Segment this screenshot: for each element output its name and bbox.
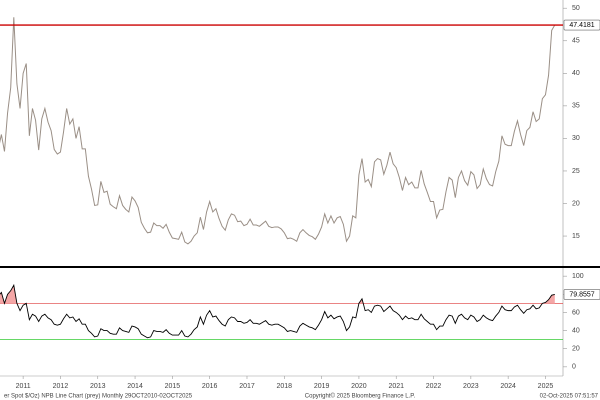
y2-tick-label: 20 [572, 346, 580, 353]
y-tick-label: 30 [572, 135, 580, 142]
last-value-box [563, 19, 600, 31]
footer-center: Copyright© 2025 Bloomberg Finance L.P. [305, 393, 416, 400]
x-tick-label: 2021 [388, 383, 404, 390]
x-tick-label: 2023 [463, 383, 479, 390]
rsi-panel [0, 283, 555, 339]
y-tick-label: 25 [572, 168, 580, 175]
x-tick-label: 2017 [239, 383, 255, 390]
series-line [0, 17, 556, 245]
last-value-label: 79.8557 [569, 291, 594, 298]
y-tick-label: 40 [572, 70, 580, 77]
x-tick-label: 2011 [16, 383, 31, 390]
series-line [0, 283, 555, 339]
y-tick-label: 35 [572, 103, 580, 110]
x-tick-label: 2020 [351, 383, 367, 390]
last-value-box [563, 289, 600, 300]
x-tick-label: 2018 [277, 383, 293, 390]
x-tick-label: 2014 [127, 383, 143, 390]
y2-tick-label: 40 [572, 327, 580, 334]
y2-tick-label: 60 [572, 309, 580, 316]
y-tick-label: 45 [572, 38, 580, 45]
y2-tick-label: 100 [572, 273, 584, 280]
x-tick-label: 2024 [500, 383, 516, 390]
x-tick-label: 2022 [426, 383, 442, 390]
footer-right: 02-Oct-2025 07:51:57 [540, 394, 599, 400]
footer-left: er Spot $/Oz) NPB Line Chart (prey) Mont… [4, 394, 193, 400]
x-tick-label: 2019 [314, 383, 330, 390]
x-tick-label: 2012 [53, 383, 69, 390]
x-tick-label: 2015 [165, 383, 181, 390]
last-value-label: 47.4181 [569, 22, 594, 29]
y-tick-label: 50 [572, 5, 580, 12]
y-tick-label: 15 [572, 233, 580, 240]
x-tick-label: 2016 [202, 383, 218, 390]
y2-tick-label: 0 [572, 364, 576, 371]
x-tick-label: 2013 [90, 383, 106, 390]
price-panel [0, 17, 556, 245]
y-tick-label: 20 [572, 200, 580, 207]
x-tick-label: 2025 [538, 383, 554, 390]
